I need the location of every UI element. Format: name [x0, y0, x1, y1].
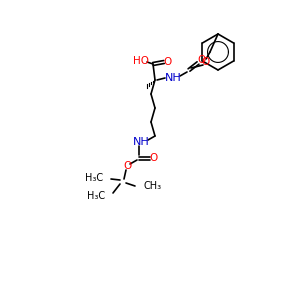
- Text: O: O: [123, 161, 131, 171]
- Text: O: O: [197, 55, 205, 65]
- Text: O: O: [149, 153, 157, 163]
- Text: O: O: [163, 57, 171, 67]
- Text: HO: HO: [133, 56, 149, 66]
- Text: NH: NH: [133, 137, 149, 147]
- Text: CH₃: CH₃: [143, 181, 161, 191]
- Text: H₃C: H₃C: [87, 191, 105, 201]
- Text: NH: NH: [165, 73, 182, 83]
- Text: H₃C: H₃C: [85, 173, 103, 183]
- Text: O: O: [201, 57, 209, 67]
